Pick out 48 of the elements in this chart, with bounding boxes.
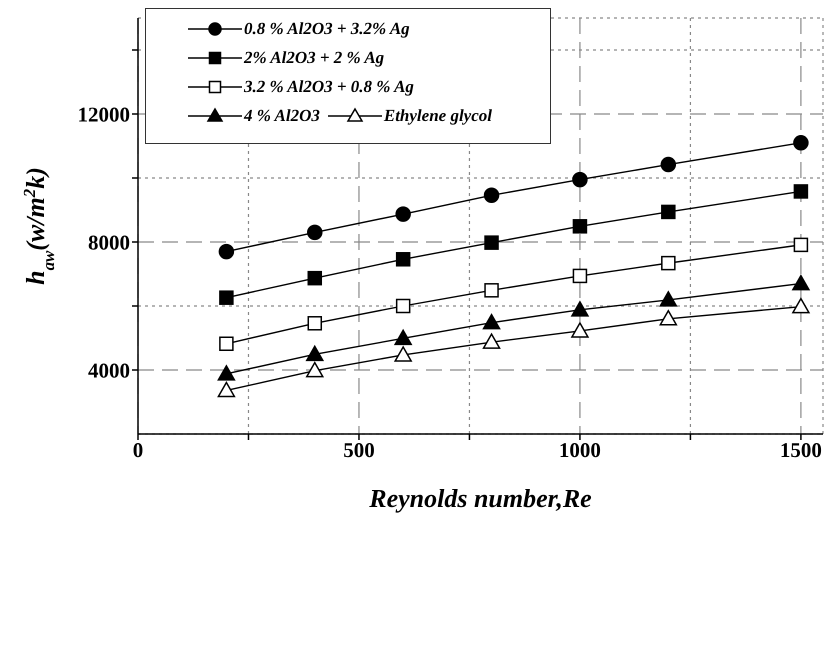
- point: [306, 346, 324, 362]
- point: [792, 298, 810, 314]
- point: [571, 301, 589, 317]
- x-tick-label: 1000: [558, 438, 601, 462]
- legend-label: 0.8 % Al2O3 + 3.2% Ag: [244, 18, 410, 40]
- point: [572, 268, 588, 284]
- point: [792, 274, 810, 290]
- legend-label: 3.2 % Al2O3 + 0.8 % Ag: [244, 76, 414, 98]
- point: [661, 256, 676, 270]
- point: [482, 333, 500, 349]
- point: [572, 172, 588, 188]
- legend-label: Ethylene glycol: [384, 105, 492, 127]
- point: [219, 290, 234, 305]
- point: [395, 206, 411, 222]
- point: [794, 238, 808, 252]
- point: [308, 316, 322, 331]
- point: [396, 298, 410, 314]
- point: [218, 382, 236, 398]
- point: [219, 336, 234, 352]
- point: [394, 346, 412, 362]
- point: [660, 156, 676, 172]
- legend-label: 2% Al2O3 + 2 % Ag: [244, 47, 384, 69]
- x-axis-title: Reynolds number,Re: [368, 484, 592, 513]
- point: [484, 188, 500, 204]
- point: [482, 314, 500, 330]
- y-tick-label: 8000: [88, 230, 130, 254]
- point: [218, 365, 236, 381]
- point: [660, 291, 678, 307]
- point: [306, 362, 324, 378]
- point: [793, 135, 809, 151]
- x-tick-label: 500: [343, 438, 375, 462]
- point: [660, 310, 678, 326]
- y-tick-label: 4000: [88, 358, 130, 382]
- point: [661, 204, 676, 220]
- point: [396, 252, 410, 267]
- point: [572, 219, 588, 234]
- point: [218, 244, 234, 260]
- point: [484, 283, 499, 298]
- x-tick-label: 1500: [780, 438, 822, 462]
- x-tick-label: 0: [132, 438, 144, 462]
- point: [394, 330, 412, 346]
- y-tick-label: 12000: [78, 102, 130, 126]
- point: [484, 235, 499, 250]
- point: [308, 270, 322, 286]
- point: [794, 184, 808, 199]
- point: [571, 322, 589, 338]
- point: [307, 224, 323, 240]
- legend-label: 4 % Al2O3: [244, 105, 320, 127]
